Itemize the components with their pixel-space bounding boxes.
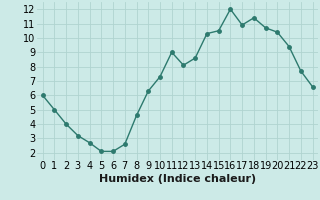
X-axis label: Humidex (Indice chaleur): Humidex (Indice chaleur) (99, 174, 256, 184)
